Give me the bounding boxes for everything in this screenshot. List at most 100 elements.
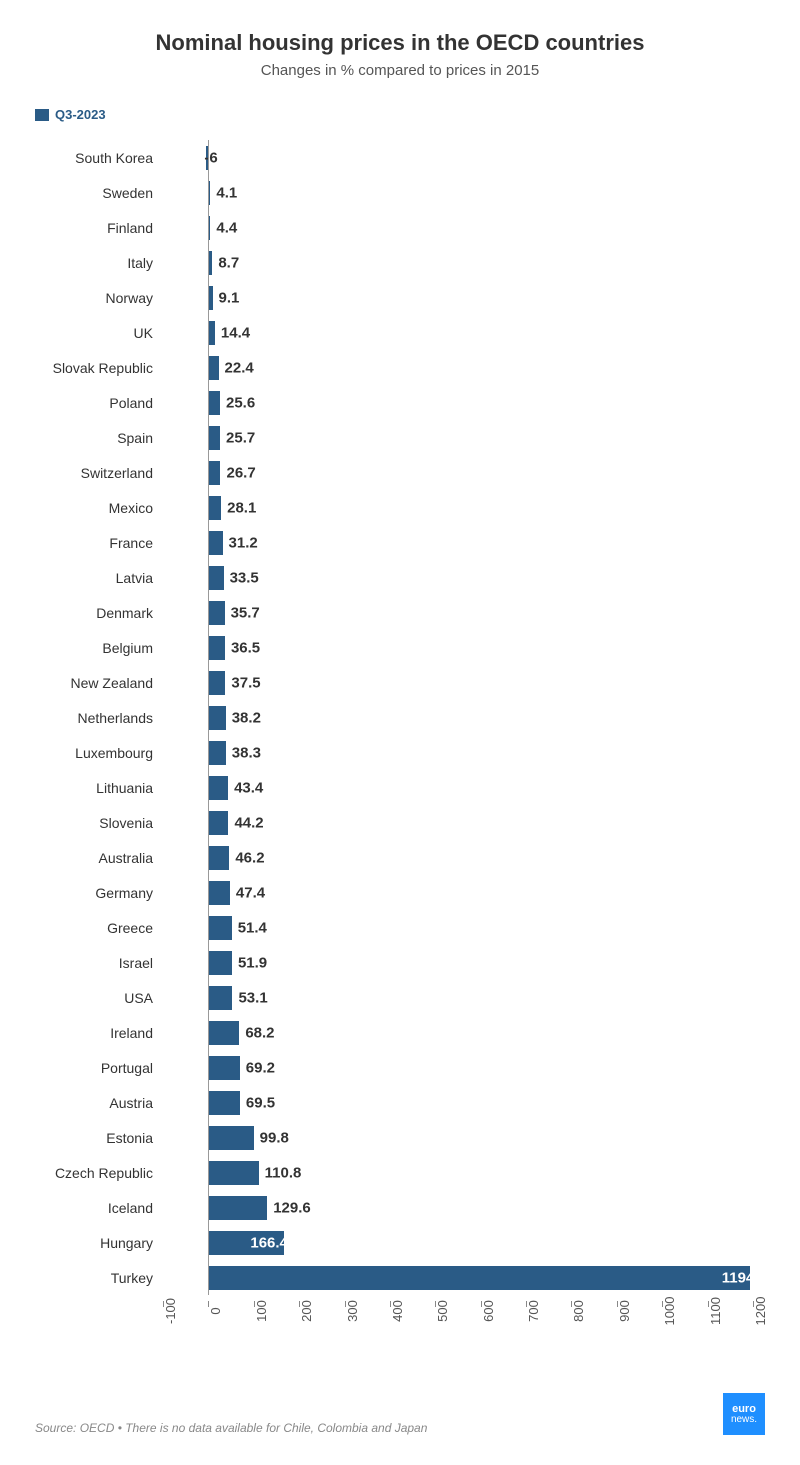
table-row: Iceland129.6 [35,1190,765,1225]
x-tick-label: 100 [254,1300,269,1322]
category-label: Finland [35,220,163,236]
category-label: Czech Republic [35,1165,163,1181]
bar [208,496,221,520]
category-label: Spain [35,430,163,446]
bar [208,846,229,870]
category-label: Austria [35,1095,163,1111]
bar [208,391,220,415]
zero-line [208,140,209,175]
x-tick: 900 [617,1301,618,1307]
bar-track: 51.9 [163,945,765,980]
x-tick: 800 [571,1301,572,1307]
zero-line [208,945,209,980]
category-label: Estonia [35,1130,163,1146]
category-label: Lithuania [35,780,163,796]
table-row: South Korea-6 [35,140,765,175]
table-row: Turkey1194 [35,1260,765,1295]
zero-line [208,1155,209,1190]
value-label: 47.4 [236,884,265,901]
bar [208,426,220,450]
bar-track: 25.7 [163,420,765,455]
zero-line [208,525,209,560]
zero-line [208,1190,209,1225]
table-row: Finland 4.4 [35,210,765,245]
bar-track: 25.6 [163,385,765,420]
category-label: Slovenia [35,815,163,831]
value-label: 51.4 [238,919,267,936]
category-label: Australia [35,850,163,866]
bar [208,1266,750,1290]
bar [208,811,228,835]
x-tick-label: 700 [526,1300,541,1322]
legend-label: Q3-2023 [55,107,106,122]
legend: Q3-2023 [35,107,765,122]
zero-line [208,770,209,805]
table-row: Greece 51.4 [35,910,765,945]
bar-track: 51.4 [163,910,765,945]
source-note: Source: OECD • There is no data availabl… [35,1421,427,1435]
category-label: Denmark [35,605,163,621]
x-tick: 1100 [708,1301,709,1307]
value-label: 43.4 [234,779,263,796]
zero-line [208,315,209,350]
bar-track: -6 [163,140,765,175]
bar-track: 110.8 [163,1155,765,1190]
x-tick-label: 800 [571,1300,586,1322]
x-tick-label: 400 [390,1300,405,1322]
value-label: 51.9 [238,954,267,971]
value-label: 36.5 [231,639,260,656]
x-tick-label: 1000 [662,1297,677,1326]
value-label: 4.4 [216,219,237,236]
category-label: Greece [35,920,163,936]
value-label: 166.4 [250,1234,288,1251]
table-row: Belgium36.5 [35,630,765,665]
table-row: New Zealand37.5 [35,665,765,700]
bar-plot: South Korea-6Sweden4.1Finland4.4Italy8.7… [35,140,765,1295]
bar-track: 22.4 [163,350,765,385]
category-label: Mexico [35,500,163,516]
x-tick: 1000 [662,1301,663,1307]
bar-track: 46.2 [163,840,765,875]
value-label: 26.7 [227,464,256,481]
bar-track: 36.5 [163,630,765,665]
x-tick-label: 300 [345,1300,360,1322]
zero-line [208,280,209,315]
value-label: 22.4 [225,359,254,376]
category-label: Sweden [35,185,163,201]
value-label: 25.7 [226,429,255,446]
category-label: New Zealand [35,675,163,691]
value-label: 44.2 [234,814,263,831]
category-label: Norway [35,290,163,306]
zero-line [208,1015,209,1050]
x-tick-label: 600 [481,1300,496,1322]
bar [208,461,220,485]
zero-line [208,1260,209,1295]
bar [208,1161,258,1185]
value-label: -6 [204,149,217,166]
category-label: Hungary [35,1235,163,1251]
bar [208,1021,239,1045]
bar [208,1126,253,1150]
x-tick-label: 200 [299,1300,314,1322]
bar-track: 43.4 [163,770,765,805]
zero-line [208,175,209,210]
x-tick: -100 [163,1301,164,1307]
category-label: Italy [35,255,163,271]
tick-mark [208,1301,209,1307]
zero-line [208,665,209,700]
value-label: 9.1 [219,289,240,306]
bar-track: 47.4 [163,875,765,910]
table-row: Estonia99.8 [35,1120,765,1155]
category-label: Switzerland [35,465,163,481]
legend-swatch [35,109,49,121]
category-label: USA [35,990,163,1006]
bar [208,776,228,800]
bar [208,916,231,940]
x-tick: 600 [481,1301,482,1307]
bar-track: 33.5 [163,560,765,595]
table-row: France31.2 [35,525,765,560]
zero-line [208,910,209,945]
brand-text-top: euro [732,1404,756,1415]
zero-line [208,980,209,1015]
bar [208,1196,267,1220]
